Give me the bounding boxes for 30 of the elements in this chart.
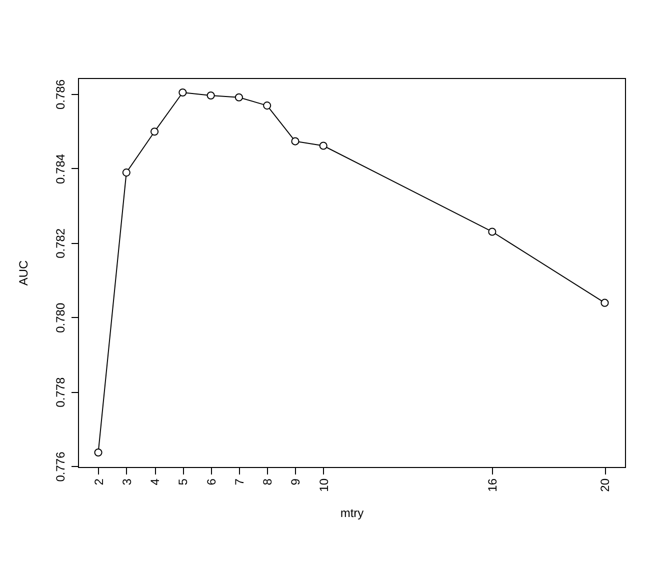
x-tick-label: 16 [486, 478, 500, 492]
y-tick-label: 0.778 [54, 376, 68, 408]
x-tick-label: 7 [232, 478, 246, 486]
x-tick-label: 3 [120, 478, 134, 486]
x-tick-label: 8 [260, 478, 275, 486]
x-tick-label: 2 [92, 478, 106, 486]
y-axis-title: AUC [16, 260, 30, 286]
point [122, 168, 130, 177]
x-tick-label: 10 [316, 478, 331, 492]
point [150, 128, 159, 136]
x-tick-label: 20 [598, 478, 612, 492]
y-tick-label: 0.782 [54, 228, 68, 258]
point [291, 137, 300, 146]
point [319, 142, 328, 150]
point [94, 448, 102, 457]
point [206, 91, 215, 100]
point [263, 102, 272, 110]
x-tick-label: 5 [176, 478, 190, 486]
point [234, 93, 243, 102]
y-tick-label: 0.780 [54, 302, 68, 333]
y-tick-label: 0.776 [54, 451, 68, 482]
point [488, 228, 496, 236]
x-axis-title: mtry [340, 506, 364, 520]
x-tick-label: 9 [288, 478, 303, 486]
y-tick-label: 0.786 [54, 79, 68, 110]
point [600, 298, 609, 307]
y-tick-label: 0.784 [54, 154, 68, 184]
point [178, 88, 187, 97]
x-tick-label: 4 [148, 478, 162, 486]
x-tick-label: 6 [204, 478, 218, 486]
